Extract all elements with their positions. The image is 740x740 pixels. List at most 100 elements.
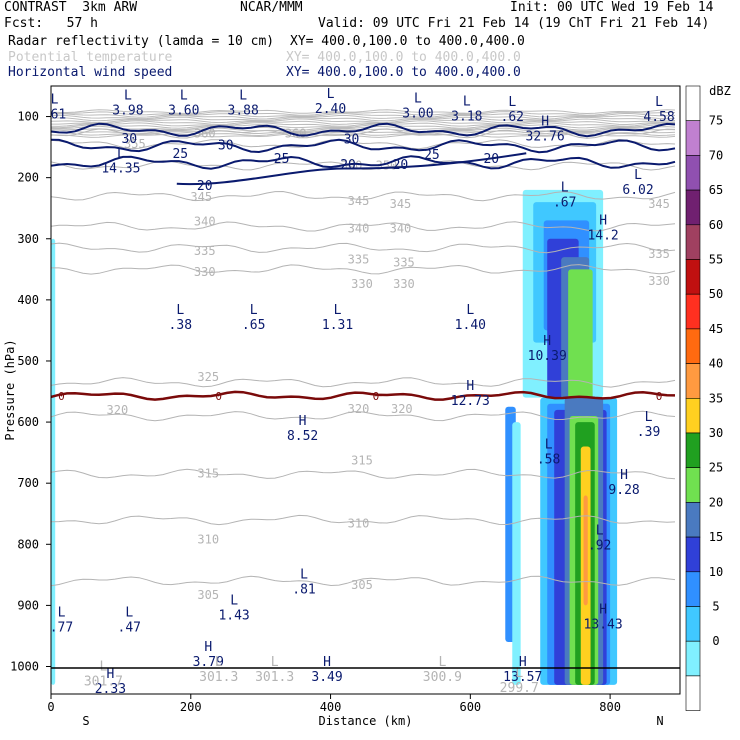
colorbar-swatch (685, 293, 701, 330)
theta-contour-line (51, 120, 675, 126)
field-reflectivity-xy: XY= 400.0,100.0 to 400.0,400.0 (290, 34, 525, 49)
theta-label: 345 (190, 190, 212, 204)
theta-contour-line (51, 123, 676, 129)
colorbar-swatch (685, 155, 701, 191)
extremum-marker: L1.40 (455, 303, 486, 333)
extremum-kind: H (599, 602, 607, 617)
extremum-value: 1.43 (218, 609, 249, 624)
freezing-level-label: 0 (656, 390, 663, 403)
extremum-kind: L (271, 655, 279, 670)
theta-contour-line (51, 377, 676, 388)
extremum-value: 3.88 (228, 103, 259, 118)
y-tick-label: 300 (17, 232, 39, 246)
colorbar-swatch (685, 536, 701, 573)
colorbar-unit: dBZ (709, 84, 731, 98)
extremum-value: 301.7 (84, 675, 123, 690)
reflectivity-cell (583, 495, 588, 606)
extremum-value: .58 (537, 452, 560, 467)
colorbar-level-label: 30 (709, 426, 723, 440)
extremum-value: 3.98 (112, 103, 143, 118)
extremum-marker: H10.39 (528, 334, 567, 364)
extremum-kind: H (543, 334, 551, 349)
extremum-marker: H9.28 (608, 468, 639, 498)
theta-contour-line (51, 221, 676, 232)
colorbar-level-label: 50 (709, 287, 723, 301)
theta-label: 305 (351, 578, 373, 592)
colorbar-swatch (685, 606, 701, 642)
freezing-level-label: 0 (215, 390, 222, 403)
colorbar-level-label: 25 (709, 461, 723, 475)
extremum-kind: L (250, 303, 258, 318)
plot-frame (50, 85, 681, 695)
theta-label: 345 (648, 197, 670, 211)
valid-time: Valid: 09 UTC Fri 21 Feb 14 (19 ChT Fri … (318, 16, 710, 31)
extremum-marker: L.92 (588, 523, 611, 553)
x-end-label-south: S (82, 714, 89, 728)
theta-label: 330 (393, 277, 415, 291)
colorbar-swatch (685, 640, 701, 677)
field-theta-name: Potential temperature (8, 50, 173, 65)
extremum-kind: L (645, 410, 653, 425)
theta-contour-line (51, 190, 676, 202)
colorbar-level-label: 75 (709, 114, 723, 128)
extremum-kind: L (327, 87, 335, 102)
extremum-kind: L (414, 91, 422, 106)
extremum-value: .62 (501, 110, 524, 125)
extremum-marker: L.58 (537, 437, 560, 467)
theta-contour-line (51, 575, 676, 587)
x-end-label-north: N (656, 714, 663, 728)
extremum-value: 3.49 (311, 670, 342, 685)
wind-contour-line (51, 122, 676, 138)
init-time: Init: 00 UTC Wed 19 Feb 14 (510, 0, 714, 15)
extremum-marker: H8.52 (287, 414, 318, 444)
theta-label: 330 (351, 277, 373, 291)
theta-label: 335 (194, 244, 216, 258)
extremum-kind: H (541, 115, 549, 130)
extremum-value: .77 (50, 620, 73, 635)
extremum-value: 1.40 (455, 318, 486, 333)
reflectivity-cell (51, 238, 56, 685)
extremum-marker: L.47 (118, 605, 141, 635)
extremum-marker: L.61 (43, 93, 66, 123)
colorbar-level-label: 40 (709, 357, 723, 371)
extremum-value: .61 (43, 108, 66, 123)
wind-contour-line (51, 155, 676, 170)
wind-label: 30 (344, 133, 360, 148)
extremum-kind: L (334, 303, 342, 318)
extremum-kind: L (100, 660, 108, 675)
theta-label: 305 (197, 588, 219, 602)
product-title: CONTRAST 3km ARW (4, 0, 138, 15)
extremum-value: .39 (637, 425, 660, 440)
extremum-kind: L (596, 523, 604, 538)
extremum-value: 1.31 (322, 318, 353, 333)
freezing-level: 0 0 0 0 (51, 390, 676, 403)
extremum-kind: L (239, 88, 247, 103)
extremum-kind: H (299, 414, 307, 429)
extremum-value: .81 (292, 582, 315, 597)
colorbar-level-label: 35 (709, 391, 723, 405)
theta-label: 340 (194, 215, 216, 229)
theta-label: 330 (194, 265, 216, 279)
y-tick-label: 900 (17, 598, 39, 612)
wind-label: 30 (121, 132, 137, 147)
extremum-marker: L.65 (242, 303, 265, 333)
colorbar-swatch (685, 675, 701, 711)
colorbar-level-label: 5 (712, 600, 719, 614)
colorbar-swatch (685, 363, 701, 399)
colorbar-swatch (685, 85, 701, 122)
theta-label: 315 (351, 454, 373, 468)
extremum-kind: L (655, 95, 663, 110)
org-label: NCAR/MMM (240, 0, 303, 15)
field-wind-xy: XY= 400.0,100.0 to 400.0,400.0 (286, 65, 521, 80)
extremum-value: 301.3 (255, 670, 294, 685)
theta-label: 340 (348, 221, 370, 235)
extremum-value: 2.40 (315, 102, 346, 117)
extremum-marker: L1.43 (218, 594, 249, 624)
extremum-marker: L2.40 (315, 87, 346, 117)
